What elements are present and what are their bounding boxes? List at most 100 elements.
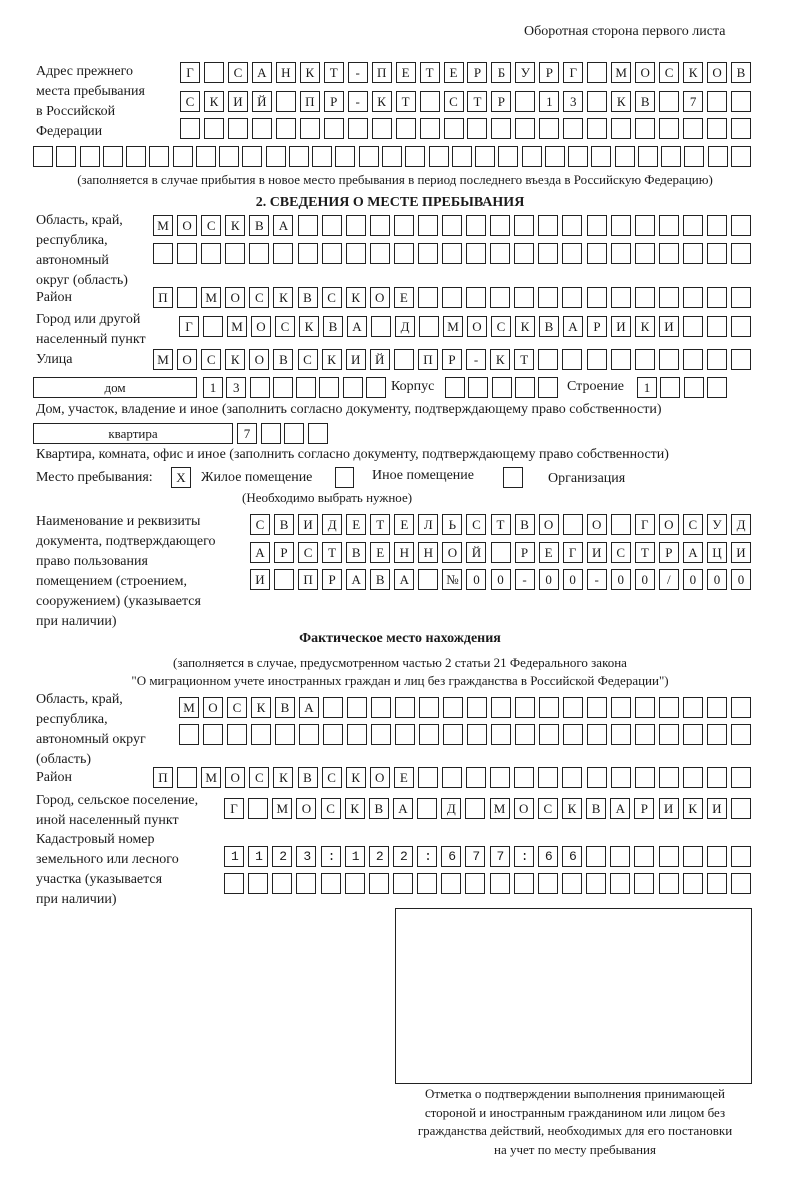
- char-cell[interactable]: [368, 873, 389, 894]
- char-cell[interactable]: 3: [563, 91, 584, 112]
- char-cell[interactable]: [419, 724, 439, 745]
- char-cell[interactable]: [659, 91, 680, 112]
- char-cell[interactable]: [342, 377, 363, 398]
- char-cell[interactable]: К: [321, 349, 342, 370]
- char-cell[interactable]: [610, 767, 631, 788]
- char-cell[interactable]: 0: [682, 569, 703, 590]
- prev-address-row-3[interactable]: [180, 118, 752, 139]
- char-cell[interactable]: [320, 873, 341, 894]
- char-cell[interactable]: [587, 697, 607, 718]
- char-cell[interactable]: Т: [370, 514, 391, 535]
- char-cell[interactable]: [442, 243, 462, 264]
- char-cell[interactable]: [418, 569, 439, 590]
- char-cell[interactable]: И: [659, 316, 679, 337]
- char-cell[interactable]: [441, 873, 462, 894]
- char-cell[interactable]: В: [249, 215, 270, 236]
- char-cell[interactable]: [587, 118, 608, 139]
- char-cell[interactable]: [177, 767, 198, 788]
- char-cell[interactable]: [102, 146, 123, 167]
- char-cell[interactable]: П: [298, 569, 319, 590]
- char-cell[interactable]: [586, 287, 607, 308]
- char-cell[interactable]: [465, 798, 486, 819]
- char-cell[interactable]: [395, 697, 415, 718]
- char-cell[interactable]: [731, 798, 751, 819]
- char-cell[interactable]: А: [563, 316, 583, 337]
- char-cell[interactable]: [443, 697, 463, 718]
- char-cell[interactable]: О: [177, 215, 198, 236]
- char-cell[interactable]: [634, 873, 655, 894]
- actual-region-row-2[interactable]: [179, 724, 752, 745]
- char-cell[interactable]: [514, 215, 535, 236]
- char-cell[interactable]: [513, 846, 534, 867]
- char-cell[interactable]: [538, 767, 559, 788]
- char-cell[interactable]: [224, 873, 244, 894]
- stay-checkbox-other[interactable]: [335, 467, 354, 488]
- char-cell[interactable]: [610, 243, 631, 264]
- char-cell[interactable]: [382, 146, 402, 167]
- char-cell[interactable]: Д: [441, 798, 462, 819]
- char-cell[interactable]: С: [443, 91, 464, 112]
- char-cell[interactable]: [659, 697, 679, 718]
- char-cell[interactable]: [296, 377, 317, 398]
- char-cell[interactable]: Д: [731, 514, 751, 535]
- char-cell[interactable]: [491, 724, 511, 745]
- char-cell[interactable]: П: [153, 287, 173, 308]
- char-cell[interactable]: [371, 697, 391, 718]
- char-cell[interactable]: [614, 146, 635, 167]
- region-row-2[interactable]: [153, 243, 752, 264]
- char-cell[interactable]: [284, 423, 305, 444]
- char-cell[interactable]: [225, 243, 246, 264]
- char-cell[interactable]: [490, 243, 511, 264]
- char-cell[interactable]: О: [538, 514, 559, 535]
- char-cell[interactable]: [126, 146, 147, 167]
- char-cell[interactable]: Д: [322, 514, 343, 535]
- char-cell[interactable]: О: [249, 349, 270, 370]
- char-cell[interactable]: Л: [418, 514, 439, 535]
- char-cell[interactable]: [611, 697, 631, 718]
- char-cell[interactable]: [683, 316, 703, 337]
- char-cell[interactable]: [345, 215, 366, 236]
- char-cell[interactable]: К: [371, 91, 392, 112]
- char-cell[interactable]: Е: [346, 514, 367, 535]
- char-cell[interactable]: [466, 767, 487, 788]
- char-cell[interactable]: [201, 243, 222, 264]
- char-cell[interactable]: [297, 215, 318, 236]
- char-cell[interactable]: [683, 377, 704, 398]
- char-cell[interactable]: [344, 873, 365, 894]
- char-cell[interactable]: О: [658, 514, 679, 535]
- char-cell[interactable]: Т: [419, 62, 440, 83]
- char-cell[interactable]: [586, 873, 607, 894]
- char-cell[interactable]: [707, 377, 727, 398]
- char-cell[interactable]: К: [273, 767, 294, 788]
- char-cell[interactable]: К: [203, 91, 224, 112]
- char-cell[interactable]: [445, 377, 465, 398]
- char-cell[interactable]: [706, 287, 727, 308]
- char-cell[interactable]: [659, 724, 679, 745]
- char-cell[interactable]: Т: [323, 62, 344, 83]
- char-cell[interactable]: [273, 243, 294, 264]
- char-cell[interactable]: Е: [395, 62, 416, 83]
- char-cell[interactable]: [321, 243, 342, 264]
- char-cell[interactable]: [563, 118, 584, 139]
- char-cell[interactable]: [177, 243, 198, 264]
- char-cell[interactable]: [227, 118, 248, 139]
- char-cell[interactable]: Т: [322, 542, 343, 563]
- char-cell[interactable]: Е: [393, 767, 414, 788]
- char-cell[interactable]: [634, 243, 655, 264]
- char-cell[interactable]: [466, 287, 487, 308]
- char-cell[interactable]: С: [491, 316, 511, 337]
- char-cell[interactable]: [563, 724, 583, 745]
- char-cell[interactable]: С: [659, 62, 680, 83]
- char-cell[interactable]: [586, 767, 607, 788]
- char-cell[interactable]: [610, 349, 631, 370]
- char-cell[interactable]: [344, 846, 365, 867]
- char-cell[interactable]: О: [635, 62, 656, 83]
- char-cell[interactable]: [442, 767, 462, 788]
- char-cell[interactable]: [537, 846, 558, 867]
- char-cell[interactable]: Й: [251, 91, 272, 112]
- char-cell[interactable]: [707, 118, 728, 139]
- char-cell[interactable]: [682, 215, 703, 236]
